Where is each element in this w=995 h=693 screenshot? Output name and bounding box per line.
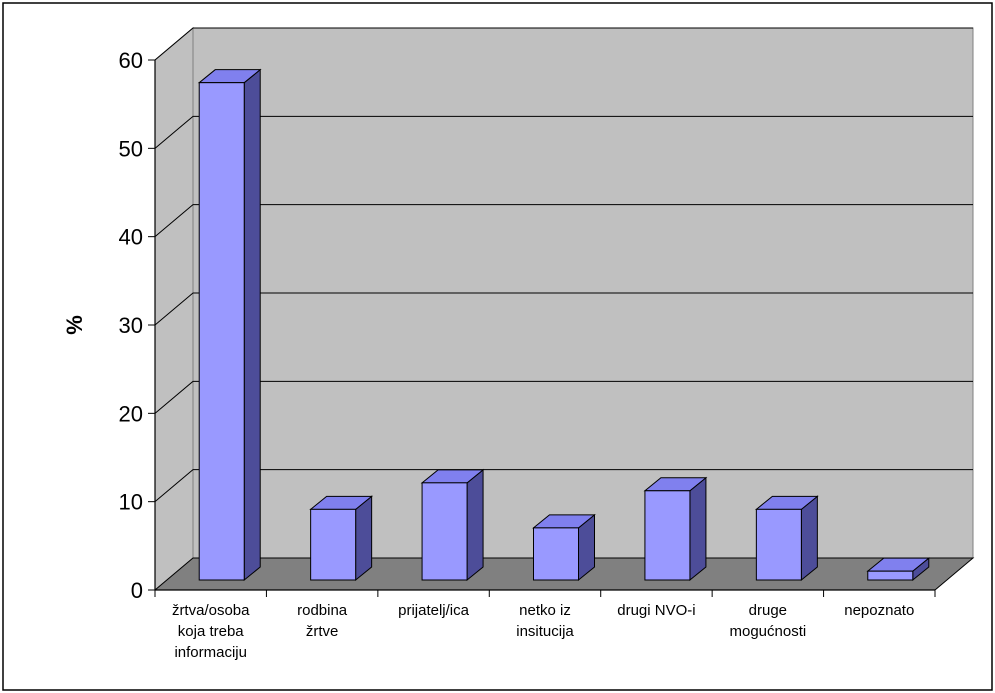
x-tick-label: netko iz insitucija xyxy=(516,602,574,640)
bars xyxy=(197,68,931,582)
x-tick-label: druge mogućnosti xyxy=(729,602,806,640)
gridline xyxy=(154,469,973,503)
y-tick-label: 20 xyxy=(119,401,143,426)
gridline xyxy=(154,380,973,414)
labels: 0 10 20 30 40 50 60 žrtva/osoba koja treba inform… xyxy=(119,48,915,661)
bar xyxy=(198,82,245,581)
bar-side xyxy=(466,468,484,582)
y-tick-label: 50 xyxy=(119,136,143,161)
bar-group xyxy=(866,557,931,582)
bar-side xyxy=(243,68,261,582)
x-tick-label: prijatelj/ica xyxy=(398,602,470,619)
gridline xyxy=(154,27,973,61)
gridline xyxy=(154,204,973,238)
y-tick-label: 10 xyxy=(119,490,143,515)
bar-group xyxy=(197,68,262,582)
y-tick-label: 40 xyxy=(119,225,143,250)
axes xyxy=(148,59,936,597)
bar-side xyxy=(355,495,373,582)
bar xyxy=(867,570,914,581)
x-tick-label: žrtva/osoba koja treba informaciju xyxy=(172,602,250,661)
y-axis-title: % xyxy=(62,315,87,335)
bar-side xyxy=(689,476,707,582)
bar xyxy=(421,482,468,581)
y-tick-label: 0 xyxy=(131,578,143,603)
x-tick-label: rodbina žrtve xyxy=(297,602,348,640)
bar-group xyxy=(754,495,819,582)
bar xyxy=(755,508,802,581)
y-tick-label: 60 xyxy=(119,48,143,73)
bar-side xyxy=(800,495,818,582)
bar xyxy=(644,490,691,581)
gridline xyxy=(154,292,973,326)
bar-group xyxy=(309,495,374,582)
bar xyxy=(533,527,579,581)
bar-group xyxy=(420,468,485,582)
bar-group xyxy=(643,476,708,582)
gridline xyxy=(154,115,973,149)
y-tick-label: 30 xyxy=(119,313,143,338)
x-tick-label: drugi NVO-i xyxy=(617,602,695,619)
chart-walls xyxy=(153,26,975,592)
x-tick-label: nepoznato xyxy=(844,602,914,619)
gridlines xyxy=(154,27,973,503)
bar-group xyxy=(532,513,596,582)
bar xyxy=(310,508,357,581)
